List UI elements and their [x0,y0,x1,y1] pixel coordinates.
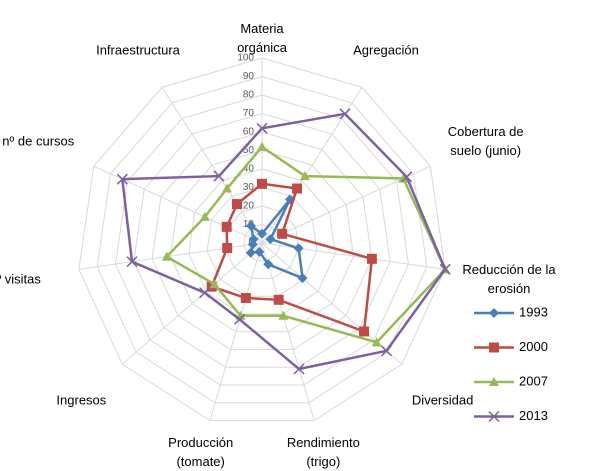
marker [278,310,289,320]
marker [199,287,211,299]
category-label: nº de cursos [2,133,75,149]
marker [339,108,351,120]
marker [371,337,382,347]
marker [263,259,274,270]
category-label: Ingresos [56,392,107,408]
category-label: Agregación [353,42,419,58]
r-tick-label: 60 [243,127,255,138]
marker [245,220,256,231]
marker [401,171,413,183]
marker [256,122,268,134]
marker [161,251,172,261]
category-label: Producción (tomate) [168,434,234,469]
marker [359,326,370,337]
legend-label: 2000 [519,339,548,354]
grid-ring [96,75,428,404]
marker [489,308,499,318]
marker [293,363,305,375]
category-label: nº visitas [0,271,41,286]
r-tick-label: 80 [243,90,255,101]
r-tick-label: 30 [243,182,255,193]
marker [222,243,233,254]
marker [265,234,276,245]
marker [199,211,210,221]
marker [297,273,308,284]
grid-ring [206,186,318,297]
category-label: Cobertura de suelo (junio) [447,123,524,158]
marker [439,263,451,275]
grid-ring [151,131,373,351]
series-line [249,198,305,281]
r-tick-label: 90 [243,71,255,82]
marker [257,228,267,239]
grid-ring [188,168,336,315]
marker [293,243,304,254]
legend-label: 1993 [519,304,548,319]
marker [398,173,409,183]
category-label: Reducción de la erosión [462,261,556,296]
grid-ring [78,57,446,422]
marker [380,345,392,357]
spoke [78,242,263,270]
legend-label: 2007 [519,373,548,388]
marker [489,342,499,353]
spoke [161,87,263,244]
marker [231,199,242,210]
marker [209,279,220,289]
series-line [164,145,447,344]
grid-ring [169,149,355,333]
category-label: Diversidad [411,392,474,408]
series-line [120,112,447,371]
marker [257,141,267,151]
marker [221,183,232,193]
r-tick-label: 50 [243,145,255,156]
marker [213,170,225,182]
r-tick-label: 100 [237,53,254,64]
marker [273,294,284,305]
marker [234,313,246,325]
r-tick-label: 40 [243,164,255,175]
page: {"chart_data": {"type": "radar", "catego… [0,21,556,469]
marker [221,221,232,232]
category-label: Infraestructura [96,42,180,58]
marker [488,410,500,423]
grid-ring [133,112,391,368]
marker [292,183,303,194]
marker [254,246,265,257]
category-label: Rendimiento (trigo) [286,434,360,469]
marker [240,293,251,304]
r-tick-label: 20 [243,201,255,212]
spoke [209,242,263,421]
marker [248,234,259,245]
grid-ring [114,94,410,386]
spoke [261,242,446,270]
marker [366,253,377,264]
marker [489,377,499,386]
r-tick-label: 70 [243,108,255,119]
marker [257,178,267,189]
marker [300,171,311,181]
legend-label: 2013 [519,408,548,423]
category-label: Materia orgánica [237,21,287,55]
marker [277,228,288,239]
marker [116,173,128,185]
chart: 01020304050607080901001993200020072013 [78,53,548,423]
spoke [261,242,315,421]
marker [245,247,256,258]
spoke [121,242,263,365]
marker [126,256,138,268]
